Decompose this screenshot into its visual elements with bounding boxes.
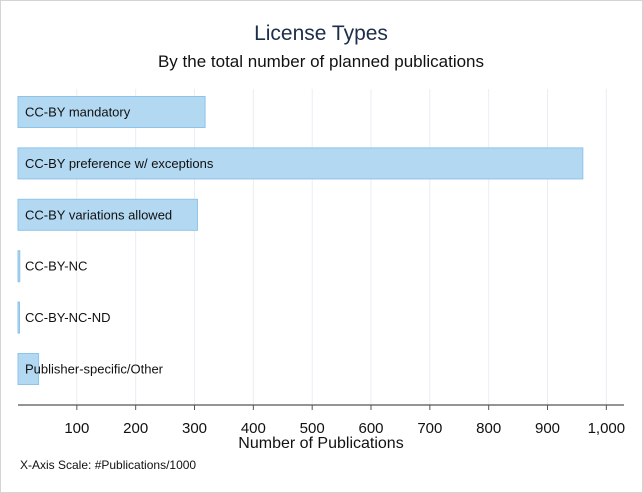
x-tick-label: 800 (476, 420, 501, 437)
x-tick-label: 300 (182, 420, 207, 437)
category-label: Publisher-specific/Other (25, 362, 164, 377)
category-label: CC-BY mandatory (25, 105, 131, 120)
bar (17, 353, 40, 385)
category-label: CC-BY preference w/ exceptions (25, 156, 214, 171)
category-label: CC-BY-NC-ND (25, 310, 110, 325)
x-tick-label: 600 (358, 420, 383, 437)
x-tick-label: 1,000 (588, 420, 626, 437)
x-axis-title: Number of Publications (238, 435, 403, 452)
bar (17, 147, 584, 180)
bar (17, 250, 21, 283)
category-label: CC-BY variations allowed (25, 207, 172, 222)
x-tick-label: 700 (417, 420, 442, 437)
category-labels: CC-BY mandatory CC-BY preference w/ excep… (25, 105, 214, 377)
x-tick-label: 400 (241, 420, 266, 437)
x-tick-label: 900 (535, 420, 560, 437)
bar (17, 198, 198, 231)
chart-subtitle: By the total number of planned publicati… (158, 52, 484, 71)
chart-title: License Types (254, 22, 388, 45)
bar (17, 301, 20, 334)
bar (17, 96, 206, 128)
x-tick-label: 100 (64, 420, 89, 437)
bars (17, 96, 584, 385)
x-tick-label: 200 (123, 420, 148, 437)
x-tick-label: 500 (300, 420, 325, 437)
category-label: CC-BY-NC (25, 259, 87, 274)
scale-note: X-Axis Scale: #Publications/1000 (20, 458, 196, 472)
x-axis-ticks: 100 200 300 400 500 600 700 800 900 1,000 (64, 405, 625, 437)
gridlines (76, 89, 607, 405)
